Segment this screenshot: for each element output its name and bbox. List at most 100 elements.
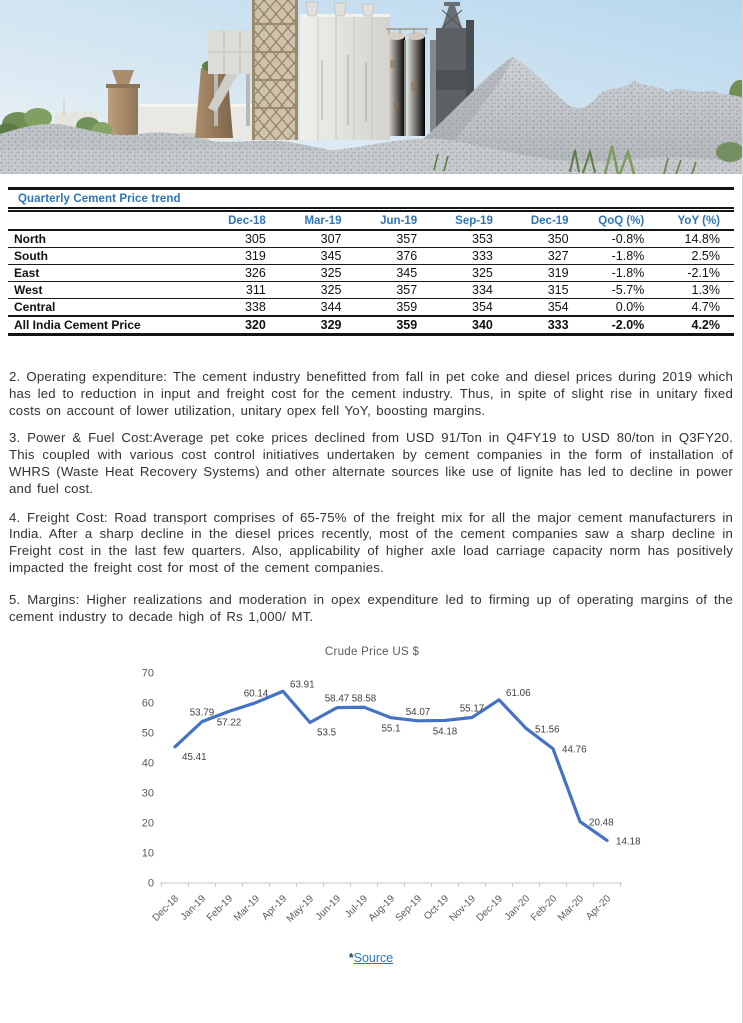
data-point-label: 45.41: [182, 752, 207, 763]
cement-price-table: Quarterly Cement Price trend Dec-18 Mar-1…: [8, 187, 734, 336]
x-axis-label: Dec-18: [151, 893, 182, 924]
x-axis-label: Apr-20: [584, 893, 613, 922]
cell: 319: [506, 264, 583, 282]
x-axis-label: Sep-19: [394, 893, 425, 924]
y-axis-tick-label: 70: [142, 668, 154, 680]
column-header: Jun-19: [355, 212, 432, 231]
region-column-header: [8, 212, 205, 231]
x-axis-label: Oct-19: [422, 893, 451, 922]
source-line: *Source: [0, 951, 742, 965]
x-axis-label: Jun-19: [314, 893, 344, 923]
table-row: West 311 325 357 334 315 -5.7% 1.3%: [8, 281, 734, 299]
cell: 345: [355, 264, 432, 282]
cell: -0.8%: [582, 230, 659, 248]
cell: 320: [244, 318, 266, 332]
table-row: South 319 345 376 333 327 -1.8% 2.5%: [8, 247, 734, 265]
cell: 333: [547, 318, 569, 332]
column-header: Sep-19: [431, 212, 507, 231]
cell: 350: [506, 230, 583, 248]
y-axis-tick-label: 10: [142, 848, 154, 860]
paragraph-operating-expenditure: 2. Operating expenditure: The cement ind…: [9, 369, 733, 418]
column-header: QoQ (%): [582, 212, 659, 231]
y-axis-tick-label: 40: [142, 758, 154, 770]
cell: 14.8%: [658, 230, 734, 248]
paragraph-margins: 5. Margins: Higher realizations and mode…: [9, 591, 733, 624]
source-asterisk: *: [348, 951, 354, 966]
x-axis-label: Mar-19: [232, 893, 262, 923]
cell: -2.1%: [658, 264, 734, 282]
cell: -1.8%: [582, 247, 659, 265]
x-axis-label: May-19: [285, 893, 317, 925]
cell: 357: [355, 281, 432, 299]
cell: 340: [472, 318, 493, 332]
cement-plant-photo: [0, 0, 742, 174]
paragraph-freight-cost: 4. Freight Cost: Road transport comprise…: [9, 509, 733, 575]
cell: 344: [279, 298, 356, 317]
paragraph-power-fuel-cost: 3. Power & Fuel Cost:Average pet coke pr…: [9, 430, 733, 496]
cell: 311: [204, 281, 280, 299]
data-point-label: 63.91: [290, 680, 315, 691]
cell: 325: [431, 264, 507, 282]
column-header: Dec-18: [204, 212, 280, 231]
data-point-label: 54.18: [433, 727, 458, 738]
data-point-label: 60.14: [244, 689, 269, 700]
data-point-label: 55.1: [381, 724, 400, 735]
y-axis-tick-label: 30: [142, 788, 154, 800]
cell: -5.7%: [582, 281, 659, 299]
data-point-label: 57.22: [217, 718, 242, 729]
data-point-label: 61.06: [506, 688, 531, 699]
cell: 0.0%: [582, 298, 659, 317]
column-header: Dec-19: [506, 212, 583, 231]
y-axis-tick-label: 0: [148, 878, 154, 890]
cell: 353: [431, 230, 507, 248]
data-point-label: 44.76: [562, 745, 587, 756]
cell: 319: [204, 247, 280, 265]
cell: -2.0%: [611, 318, 645, 332]
cell: 1.3%: [658, 281, 734, 299]
x-axis-label: Feb-20: [529, 893, 559, 923]
vegetation-foreground: [433, 142, 742, 174]
chart-title: Crude Price US $: [325, 646, 420, 658]
cell: 338: [204, 298, 280, 317]
crude-price-line: [173, 690, 609, 843]
y-axis-tick-label: 60: [142, 698, 154, 710]
row-label: Central: [8, 298, 205, 317]
cell: 376: [355, 247, 432, 265]
cell: 315: [506, 281, 583, 299]
cell: 4.7%: [658, 298, 734, 317]
x-axis-label: Nov-19: [448, 893, 479, 924]
x-axis-label: Jan-20: [503, 893, 533, 923]
table-row: All India Cement Price 320 329 359 340 333 -2.…: [8, 316, 734, 333]
table-header-row: Dec-18 Mar-19 Jun-19 Sep-19 Dec-19 QoQ (%) YoY…: [8, 212, 734, 231]
row-label: West: [8, 281, 205, 299]
cell: 333: [431, 247, 507, 265]
cell: 345: [279, 247, 356, 265]
cell: 307: [279, 230, 356, 248]
data-point-label: 58.47: [325, 694, 350, 705]
cell: 305: [204, 230, 280, 248]
cell: 325: [279, 264, 356, 282]
row-label: East: [8, 264, 205, 282]
cell: 354: [506, 298, 583, 317]
source-link[interactable]: Source: [353, 951, 394, 966]
x-axis-label: Dec-19: [475, 893, 506, 924]
cell: 4.2%: [691, 318, 721, 332]
data-point-label: 20.48: [589, 818, 614, 829]
cell: 325: [279, 281, 356, 299]
data-point-label: 53.5: [317, 728, 337, 739]
column-header: YoY (%): [658, 212, 734, 231]
table-row: East 326 325 345 325 319 -1.8% -2.1%: [8, 264, 734, 282]
table-title: Quarterly Cement Price trend: [8, 190, 734, 212]
data-point-label: 14.18: [616, 837, 641, 848]
row-label: All India Cement Price: [14, 318, 141, 332]
data-point-label: 51.56: [535, 725, 560, 736]
y-axis-tick-label: 50: [142, 728, 154, 740]
x-axis-label: Mar-20: [556, 893, 586, 923]
cell: 359: [355, 298, 432, 317]
cell: 354: [431, 298, 507, 317]
table-row: North 305 307 357 353 350 -0.8% 14.8%: [8, 230, 734, 248]
gravel-piles: [0, 57, 742, 174]
crude-price-chart: Crude Price US $ 0 10 20 30 40 50 60 70 45.41 53.7…: [130, 637, 670, 937]
cell: 326: [204, 264, 280, 282]
